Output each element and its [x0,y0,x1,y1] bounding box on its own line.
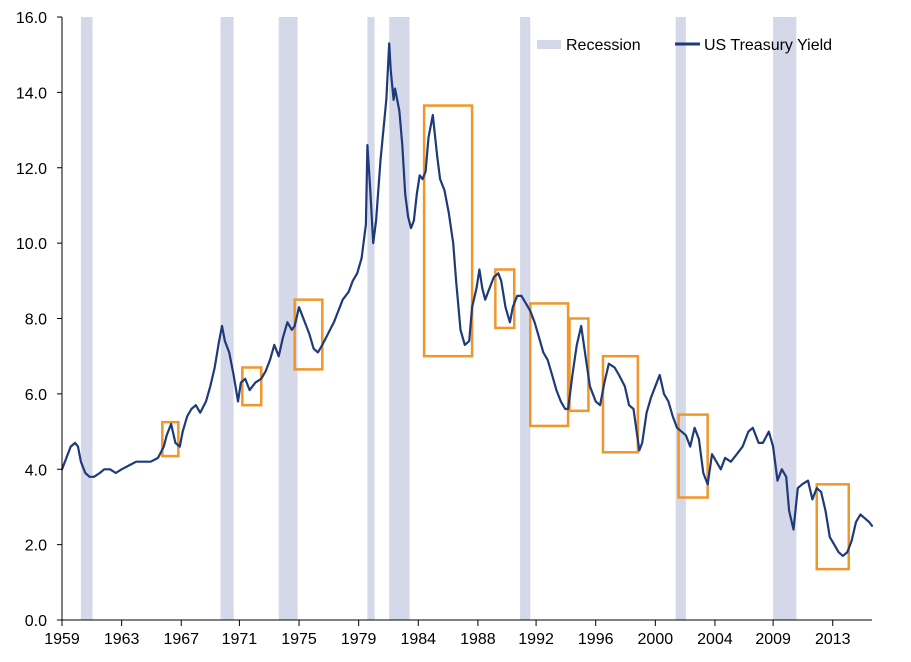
x-tick-label: 1988 [460,631,496,648]
x-tick-label: 1967 [163,631,199,648]
recession-band [520,17,531,620]
x-tick-label: 1984 [400,631,436,648]
x-tick-label: 2013 [815,631,851,648]
yield-line [60,42,874,558]
yield-line-group [60,42,874,558]
y-tick-label: 0.0 [25,613,47,630]
x-ticks: 1959 1963 1967 1971 1975 1979 1984 1988 1992 1996… [44,620,851,648]
recession-bands [80,17,797,620]
x-tick-label: 1959 [44,631,80,648]
x-tick-label: 1975 [281,631,317,648]
y-tick-label: 16.0 [16,10,47,27]
y-tick-label: 14.0 [16,85,47,102]
legend-recession-swatch [537,40,561,49]
y-ticks: 0.0 2.0 4.0 6.0 8.0 10.0 12.0 14.0 16.0 [16,10,62,630]
y-tick-label: 8.0 [25,312,47,329]
recession-band [675,17,686,620]
highlight-boxes [161,104,850,571]
x-tick-label: 1963 [104,631,140,648]
highlight-box [161,420,180,458]
highlight-box [601,354,640,454]
highlight-box [568,317,590,413]
recession-band [773,17,797,620]
y-tick-label: 6.0 [25,387,47,404]
x-tick-label: 2000 [638,631,674,648]
y-tick-label: 10.0 [16,236,47,253]
legend-recession-label: Recession [566,37,641,54]
recession-band [220,17,234,620]
highlight-box [494,268,516,330]
x-tick-label: 1996 [578,631,614,648]
highlight-box [677,413,709,499]
recession-band [80,17,93,620]
x-tick-label: 2004 [697,631,733,648]
highlight-box [815,483,850,571]
x-tick-label: 1971 [222,631,258,648]
y-tick-label: 2.0 [25,538,47,555]
y-tick-label: 4.0 [25,462,47,479]
highlight-box [422,104,474,358]
axes [61,17,872,621]
highlight-box [529,302,570,428]
x-tick-label: 1992 [518,631,554,648]
legend-yield-label: US Treasury Yield [704,37,832,54]
legend: Recession US Treasury Yield [537,37,832,54]
y-tick-label: 12.0 [16,161,47,178]
x-tick-label: 1979 [341,631,377,648]
recession-band [278,17,298,620]
highlight-box [241,366,263,407]
x-tick-label: 2009 [755,631,791,648]
recession-band [367,17,375,620]
highlight-box [293,298,324,371]
